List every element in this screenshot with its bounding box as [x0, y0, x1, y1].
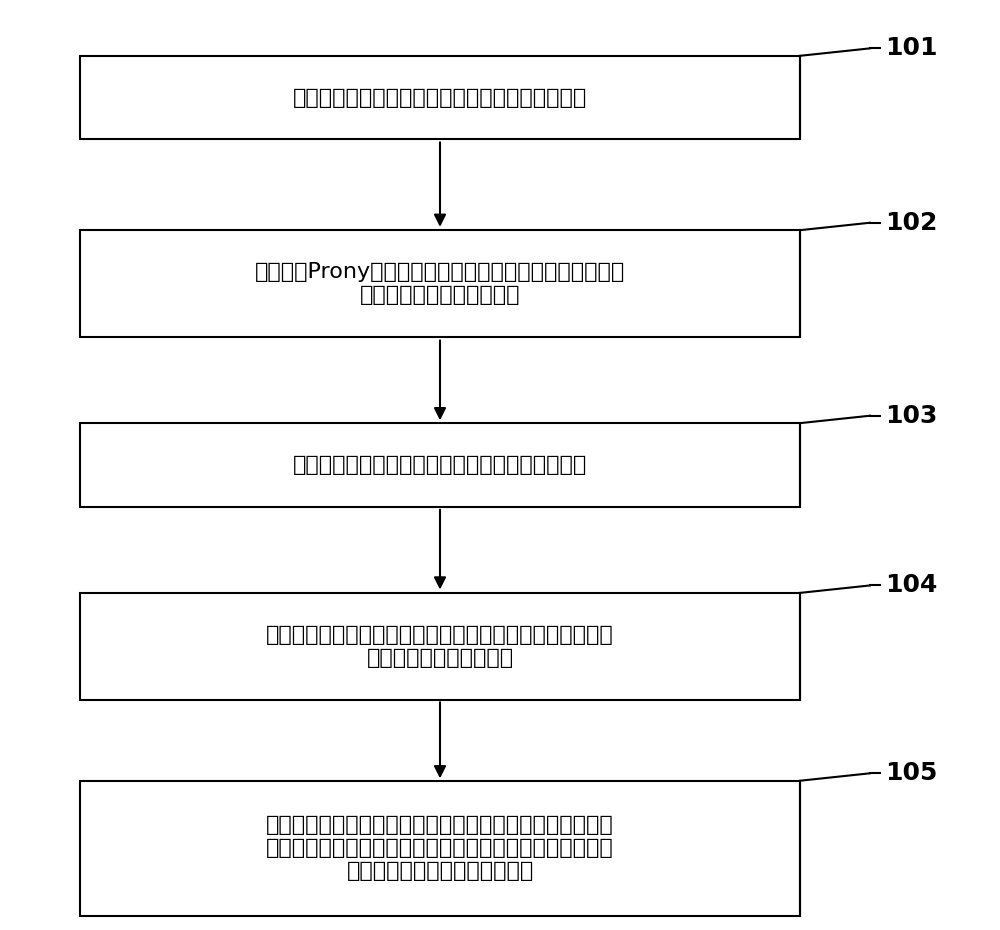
- Text: 若所有目标检测线路对应的幅值比在预置比值规则下近似相
等，则判定母线发生故障: 若所有目标检测线路对应的幅值比在预置比值规则下近似相 等，则判定母线发生故障: [266, 625, 614, 668]
- FancyBboxPatch shape: [80, 231, 800, 338]
- Text: 获取目标检测线路出口处的零序电流暂态分量幅值: 获取目标检测线路出口处的零序电流暂态分量幅值: [293, 87, 587, 108]
- Text: 若目标检测线路中存在一条线路的当前幅值比与其他所有线
路对应的幅值比在预置比值规则下均不近似相等，则判断当
前幅值比对应的线路发生故障。: 若目标检测线路中存在一条线路的当前幅值比与其他所有线 路对应的幅值比在预置比值规…: [266, 815, 614, 882]
- Text: 根据两个衰减直流分量幅值计算每条线路的幅值比: 根据两个衰减直流分量幅值计算每条线路的幅值比: [293, 455, 587, 475]
- Text: 101: 101: [885, 36, 938, 60]
- FancyBboxPatch shape: [80, 781, 800, 915]
- Text: 102: 102: [885, 211, 937, 234]
- Text: 采用预置Prony算法在零序电流暂态分量幅值中提取每条线
路的两个衰减直流分量幅值: 采用预置Prony算法在零序电流暂态分量幅值中提取每条线 路的两个衰减直流分量幅…: [255, 262, 625, 305]
- Text: 105: 105: [885, 762, 937, 785]
- FancyBboxPatch shape: [80, 56, 800, 140]
- FancyBboxPatch shape: [80, 593, 800, 699]
- Text: 103: 103: [885, 404, 937, 428]
- FancyBboxPatch shape: [80, 423, 800, 507]
- Text: 104: 104: [885, 574, 937, 597]
